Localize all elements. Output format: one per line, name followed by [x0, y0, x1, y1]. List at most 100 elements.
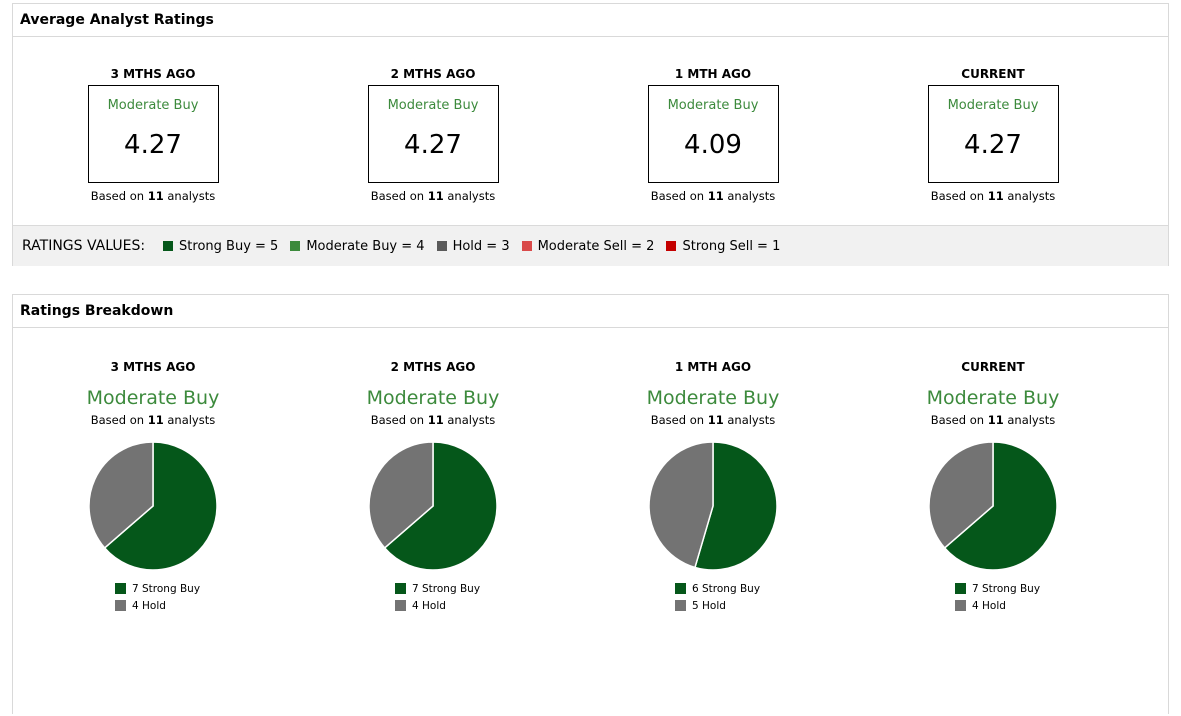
legend-text: 7 Strong Buy — [132, 582, 201, 595]
based-prefix: Based on — [90, 189, 145, 203]
legend-text: 4 Hold — [412, 599, 446, 612]
pie-slice-hold[interactable] — [928, 441, 994, 549]
legend-text: Strong Sell = 1 — [682, 238, 781, 254]
rating-box: Moderate Buy 4.27 — [367, 85, 499, 183]
pie-legend-hold: 4 Hold — [955, 597, 1053, 614]
pie-legend-strong-buy: 6 Strong Buy — [675, 580, 773, 597]
legend-text: 5 Hold — [692, 599, 726, 612]
period-title: 1 MTH AGO — [674, 67, 752, 81]
pie-slice-hold[interactable] — [88, 441, 154, 549]
period-title: 3 MTHS AGO — [110, 67, 196, 81]
based-suffix: analysts — [447, 413, 496, 427]
analyst-count: 11 — [147, 413, 164, 427]
based-suffix: analysts — [167, 413, 216, 427]
period-title: CURRENT — [961, 67, 1025, 81]
pie-chart — [928, 441, 1058, 571]
ratings-values-label: RATINGS VALUES: — [22, 238, 146, 254]
pie-chart — [88, 441, 218, 571]
analyst-count: 11 — [147, 189, 164, 203]
legend-text: 4 Hold — [132, 599, 166, 612]
avg-col-3-months-ago: 3 MTHS AGO Moderate Buy 4.27 Based on 11… — [13, 66, 293, 204]
pie-legend-strong-buy: 7 Strong Buy — [395, 580, 493, 597]
rating-box: Moderate Buy 4.09 — [647, 85, 779, 183]
swatch-hold — [675, 600, 686, 611]
based-on-text: Based on 11 analysts — [91, 412, 216, 428]
pie-slice-strong-buy[interactable] — [694, 441, 778, 571]
consensus-rating: Moderate Buy — [86, 387, 220, 409]
rating-score: 4.27 — [124, 130, 182, 160]
pie-legend-hold: 4 Hold — [115, 597, 213, 614]
legend-text: Moderate Sell = 2 — [537, 238, 655, 254]
legend-text: 7 Strong Buy — [412, 582, 481, 595]
based-on-text: Based on 11 analysts — [371, 412, 496, 428]
breakdown-col-3-months-ago: 3 MTHS AGO Moderate Buy Based on 11 anal… — [13, 359, 293, 614]
based-prefix: Based on — [930, 189, 985, 203]
legend-item-hold: Hold = 3 — [436, 238, 510, 254]
legend-text: 6 Strong Buy — [692, 582, 761, 595]
swatch-hold — [436, 241, 447, 251]
rating-box: Moderate Buy 4.27 — [927, 85, 1059, 183]
breakdown-columns: 3 MTHS AGO Moderate Buy Based on 11 anal… — [13, 359, 1168, 614]
based-suffix: analysts — [447, 189, 496, 203]
legend-text: 4 Hold — [972, 599, 1006, 612]
pie-slice-strong-buy[interactable] — [383, 441, 498, 571]
swatch-strong-buy — [395, 583, 406, 594]
based-suffix: analysts — [727, 189, 776, 203]
based-prefix: Based on — [650, 413, 705, 427]
rating-label: Moderate Buy — [667, 98, 759, 113]
pie-chart — [368, 441, 498, 571]
average-ratings-panel: Average Analyst Ratings 3 MTHS AGO Moder… — [12, 3, 1169, 266]
based-on-text: Based on 11 analysts — [931, 188, 1056, 204]
swatch-strong-sell — [666, 241, 677, 251]
rating-score: 4.27 — [964, 130, 1022, 160]
consensus-rating: Moderate Buy — [646, 387, 780, 409]
period-title: 2 MTHS AGO — [390, 360, 476, 374]
ratings-breakdown-panel: Ratings Breakdown 3 MTHS AGO Moderate Bu… — [12, 294, 1169, 714]
based-on-text: Based on 11 analysts — [651, 188, 776, 204]
avg-col-current: CURRENT Moderate Buy 4.27 Based on 11 an… — [853, 66, 1133, 204]
pie-legend-hold: 5 Hold — [675, 597, 773, 614]
pie-slice-hold[interactable] — [648, 441, 714, 569]
ratings-values-legend: RATINGS VALUES: Strong Buy = 5 Moderate … — [13, 225, 1168, 266]
average-columns: 3 MTHS AGO Moderate Buy 4.27 Based on 11… — [13, 66, 1168, 204]
consensus-rating: Moderate Buy — [926, 387, 1060, 409]
based-prefix: Based on — [650, 189, 705, 203]
swatch-strong-buy — [955, 583, 966, 594]
analyst-count: 11 — [707, 413, 724, 427]
analyst-count: 11 — [987, 189, 1004, 203]
panel-title: Ratings Breakdown — [13, 295, 1168, 328]
legend-item-strong-buy: Strong Buy = 5 — [163, 239, 278, 254]
based-prefix: Based on — [370, 189, 425, 203]
period-title: CURRENT — [961, 360, 1025, 374]
avg-col-2-months-ago: 2 MTHS AGO Moderate Buy 4.27 Based on 11… — [293, 66, 573, 204]
pie-legend: 7 Strong Buy 4 Hold — [933, 580, 1053, 614]
rating-label: Moderate Buy — [107, 98, 199, 113]
avg-col-1-month-ago: 1 MTH AGO Moderate Buy 4.09 Based on 11 … — [573, 66, 853, 204]
pie-legend: 6 Strong Buy 5 Hold — [653, 580, 773, 614]
swatch-hold — [115, 600, 126, 611]
breakdown-col-2-months-ago: 2 MTHS AGO Moderate Buy Based on 11 anal… — [293, 359, 573, 614]
based-suffix: analysts — [1007, 413, 1056, 427]
swatch-strong-buy — [115, 583, 126, 594]
analyst-count: 11 — [427, 413, 444, 427]
based-prefix: Based on — [930, 413, 985, 427]
based-on-text: Based on 11 analysts — [371, 188, 496, 204]
pie-slice-hold[interactable] — [368, 441, 434, 549]
legend-text: 7 Strong Buy — [972, 582, 1041, 595]
legend-item-strong-sell: Strong Sell = 1 — [666, 239, 780, 254]
based-suffix: analysts — [1007, 189, 1056, 203]
swatch-hold — [955, 600, 966, 611]
rating-label: Moderate Buy — [947, 98, 1039, 113]
pie-legend: 7 Strong Buy 4 Hold — [373, 580, 493, 614]
swatch-strong-buy — [675, 583, 686, 594]
rating-score: 4.09 — [684, 130, 742, 160]
rating-box: Moderate Buy 4.27 — [87, 85, 219, 183]
pie-slice-strong-buy[interactable] — [103, 441, 218, 571]
pie-legend-strong-buy: 7 Strong Buy — [115, 580, 213, 597]
based-prefix: Based on — [90, 413, 145, 427]
analyst-count: 11 — [707, 189, 724, 203]
based-on-text: Based on 11 analysts — [931, 412, 1056, 428]
pie-slice-strong-buy[interactable] — [943, 441, 1058, 571]
based-prefix: Based on — [370, 413, 425, 427]
legend-text: Hold = 3 — [452, 238, 510, 254]
